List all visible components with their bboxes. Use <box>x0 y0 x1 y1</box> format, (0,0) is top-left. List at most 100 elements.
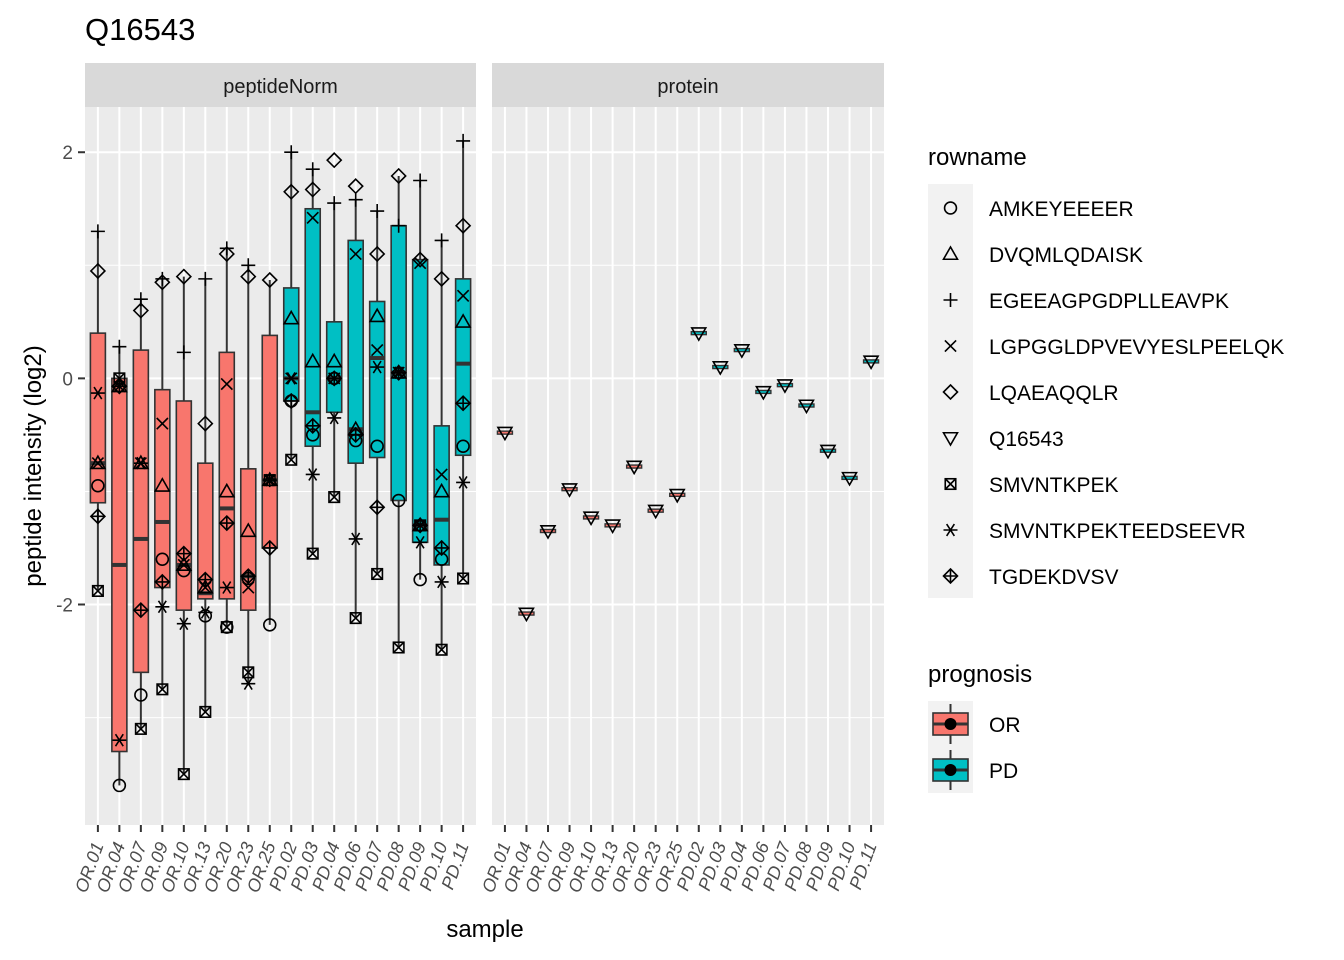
point-AMKEYEEEER <box>263 618 277 632</box>
box-protein-OR.04 <box>518 611 535 616</box>
point-DVQMLQDAISK <box>89 454 107 470</box>
point-LQAEAQQLR <box>454 217 472 234</box>
point-TGDEKDVSV <box>369 499 386 516</box>
point-DVQMLQDAISK <box>282 309 300 325</box>
x-axis: OR.01OR.04OR.07OR.09OR.10OR.13OR.20OR.23… <box>71 825 881 895</box>
legend-label: OR <box>989 714 1021 737</box>
point-LQAEAQQLR <box>197 415 214 432</box>
point-DVQMLQDAISK <box>454 313 472 328</box>
point-AMKEYEEEER <box>91 479 105 493</box>
point-DVQMLQDAISK <box>433 482 451 498</box>
point-TGDEKDVSV <box>412 517 429 534</box>
point-TGDEKDVSV <box>390 364 407 381</box>
point-EGEEAGPGDPLLEAVPK <box>176 345 191 360</box>
point-TGDEKDVSV <box>304 417 321 434</box>
point-EGEEAGPGDPLLEAVPK <box>413 173 428 188</box>
point-TGDEKDVSV <box>132 602 149 619</box>
point-SMVNTKPEK <box>242 666 255 679</box>
point-SMVNTKPEK <box>328 491 341 504</box>
point-SMVNTKPEK <box>91 584 104 597</box>
point-SMVNTKPEK <box>349 612 362 625</box>
y-tick-label: 2 <box>62 143 73 164</box>
point-DVQMLQDAISK <box>175 556 193 571</box>
box-PD.06 <box>347 239 364 464</box>
legend-label: SMVNTKPEK <box>989 474 1119 497</box>
point-EGEEAGPGDPLLEAVPK <box>456 133 471 148</box>
legend-rowname-title: rowname <box>928 144 1027 171</box>
box-OR.25 <box>261 334 279 549</box>
legend-label: PD <box>989 760 1018 783</box>
point-AMKEYEEEER <box>456 439 470 453</box>
legend-key-TGDEKDVSV <box>942 567 959 585</box>
box-protein-PD.03 <box>712 364 729 370</box>
point-DVQMLQDAISK <box>218 482 236 498</box>
y-tick-label: 0 <box>62 369 73 390</box>
point-protein <box>711 361 729 376</box>
point-LGPGGLDPVEVYESLPEELQK <box>220 377 233 391</box>
legend-dot <box>944 764 957 776</box>
point-TGDEKDVSV <box>89 508 107 525</box>
box-protein-PD.02 <box>690 330 707 336</box>
legend-key-Q16543 <box>942 431 959 447</box>
point-protein <box>539 524 557 540</box>
point-LGPGGLDPVEVYESLPEELQK <box>177 558 190 572</box>
point-EGEEAGPGDPLLEAVPK <box>327 196 342 211</box>
point-EGEEAGPGDPLLEAVPK <box>284 145 299 160</box>
point-AMKEYEEEER <box>134 688 148 702</box>
x-axis-label: sample <box>446 916 523 943</box>
legend-label: AMKEYEEEER <box>989 198 1134 221</box>
legend-key-AMKEYEEEER <box>943 201 958 215</box>
point-TGDEKDVSV <box>261 539 278 557</box>
point-LQAEAQQLR <box>132 302 149 319</box>
point-DVQMLQDAISK <box>304 352 322 368</box>
point-LGPGGLDPVEVYESLPEELQK <box>456 289 470 302</box>
point-TGDEKDVSV <box>197 571 214 588</box>
y-tick-label: -2 <box>56 596 73 617</box>
panel-peptidenorm <box>85 107 476 825</box>
point-protein <box>690 327 708 342</box>
legend-rowname: AMKEYEEEER DVQMLQDAISK EGEEAGPGDPLLEAVPK LG… <box>942 198 1284 589</box>
facet-label-peptidenorm: peptideNorm <box>223 76 338 98</box>
point-LGPGGLDPVEVYESLPEELQK <box>242 581 255 594</box>
box-protein-OR.13 <box>604 523 621 528</box>
box-OR.01 <box>89 332 107 504</box>
legend-label: LGPGGLDPVEVYESLPEELQK <box>989 336 1284 359</box>
legend-label: EGEEAGPGDPLLEAVPK <box>989 290 1229 313</box>
point-LQAEAQQLR <box>390 167 407 185</box>
point-AMKEYEEEER <box>370 439 384 453</box>
point-SMVNTKPEK <box>457 572 470 585</box>
box-OR.23 <box>239 468 257 611</box>
point-SMVNTKPEK <box>392 641 405 654</box>
box-PD.09 <box>411 258 429 544</box>
point-DVQMLQDAISK <box>132 454 150 470</box>
box-OR.10 <box>175 400 193 611</box>
legend-prognosis-title: prognosis <box>928 661 1032 688</box>
point-LQAEAQQLR <box>283 183 300 200</box>
point-AMKEYEEEER <box>198 609 213 623</box>
point-LQAEAQQLR <box>347 178 364 195</box>
point-EGEEAGPGDPLLEAVPK <box>391 218 406 233</box>
box-OR.07 <box>132 349 150 674</box>
legend-key-SMVNTKPEK <box>944 477 957 491</box>
box-protein-PD.06 <box>755 389 772 395</box>
point-TGDEKDVSV <box>154 573 171 591</box>
box-protein-PD.11 <box>862 359 880 364</box>
point-SMVNTKPEKTEEDSEEVR <box>305 468 320 481</box>
point-LQAEAQQLR <box>412 251 429 268</box>
point-DVQMLQDAISK <box>368 307 386 323</box>
point-protein <box>819 444 837 460</box>
panel-protein-boxes <box>496 330 880 616</box>
point-SMVNTKPEKTEEDSEEVR <box>434 575 449 589</box>
point-DVQMLQDAISK <box>153 477 171 492</box>
point-EGEEAGPGDPLLEAVPK <box>198 271 213 286</box>
point-SMVNTKPEKTEEDSEEVR <box>198 606 213 619</box>
point-protein <box>776 379 794 394</box>
point-DVQMLQDAISK <box>325 352 343 368</box>
box-protein-PD.04 <box>733 347 751 353</box>
point-SMVNTKPEK <box>156 683 169 696</box>
point-LGPGGLDPVEVYESLPEELQK <box>156 417 169 430</box>
point-LQAEAQQLR <box>218 245 235 263</box>
point-SMVNTKPEK <box>199 705 212 718</box>
point-SMVNTKPEKTEEDSEEVR <box>370 360 385 374</box>
